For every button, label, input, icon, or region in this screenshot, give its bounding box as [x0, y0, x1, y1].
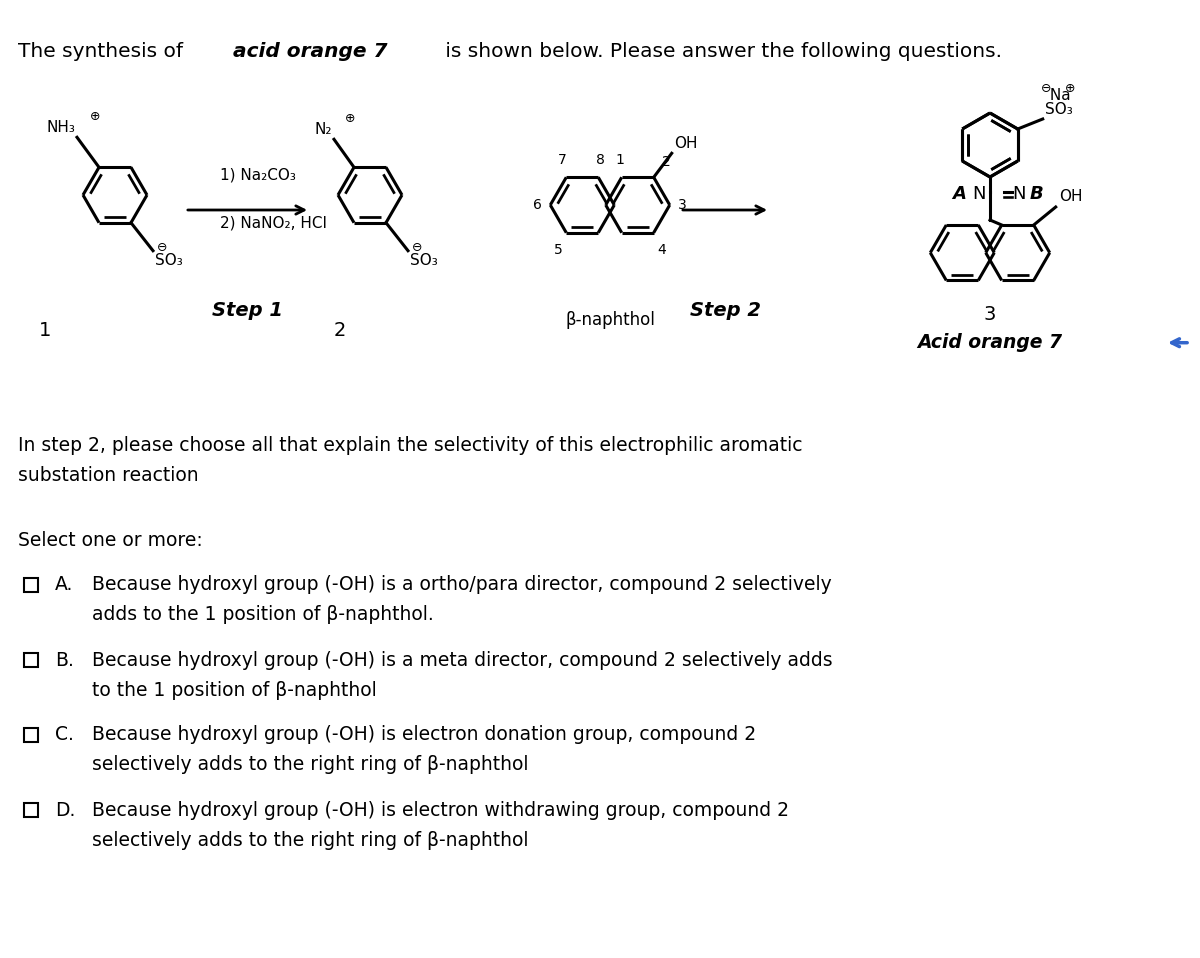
Text: Step 1: Step 1	[212, 301, 283, 320]
Text: substation reaction: substation reaction	[18, 466, 199, 485]
FancyBboxPatch shape	[24, 653, 38, 667]
Text: 7: 7	[558, 153, 566, 168]
Text: SO₃: SO₃	[1045, 102, 1073, 117]
Text: SO₃: SO₃	[410, 253, 438, 267]
Text: Because hydroxyl group (-OH) is electron donation group, compound 2: Because hydroxyl group (-OH) is electron…	[92, 725, 756, 744]
Text: The synthesis of: The synthesis of	[18, 42, 190, 61]
Text: is shown below. Please answer the following questions.: is shown below. Please answer the follow…	[439, 42, 1002, 61]
Text: selectively adds to the right ring of β-naphthol: selectively adds to the right ring of β-…	[92, 756, 528, 774]
Text: ⊕: ⊕	[344, 112, 355, 125]
Text: N: N	[972, 185, 985, 203]
Text: Because hydroxyl group (-OH) is a ortho/para director, compound 2 selectively: Because hydroxyl group (-OH) is a ortho/…	[92, 576, 832, 595]
Text: Select one or more:: Select one or more:	[18, 531, 203, 550]
Text: selectively adds to the right ring of β-naphthol: selectively adds to the right ring of β-…	[92, 831, 528, 850]
Text: SO₃: SO₃	[155, 253, 182, 267]
Text: 3: 3	[678, 198, 686, 212]
Text: A: A	[952, 185, 966, 203]
FancyBboxPatch shape	[24, 803, 38, 817]
Text: OH: OH	[1058, 189, 1082, 204]
Text: ⊖: ⊖	[412, 240, 422, 254]
Text: 1: 1	[616, 153, 624, 168]
Text: Because hydroxyl group (-OH) is a meta director, compound 2 selectively adds: Because hydroxyl group (-OH) is a meta d…	[92, 650, 833, 670]
Text: 8: 8	[596, 153, 605, 168]
FancyBboxPatch shape	[24, 728, 38, 742]
Text: 1: 1	[38, 321, 52, 339]
Text: ⊖: ⊖	[157, 240, 168, 254]
Text: β-naphthol: β-naphthol	[565, 311, 655, 329]
Text: In step 2, please choose all that explain the selectivity of this electrophilic : In step 2, please choose all that explai…	[18, 436, 803, 454]
FancyBboxPatch shape	[24, 578, 38, 592]
Text: Because hydroxyl group (-OH) is electron withdrawing group, compound 2: Because hydroxyl group (-OH) is electron…	[92, 801, 790, 819]
Text: B: B	[1030, 185, 1044, 203]
Text: Step 2: Step 2	[690, 301, 761, 320]
Text: C.: C.	[55, 725, 74, 744]
Text: D.: D.	[55, 801, 76, 819]
Text: 2) NaNO₂, HCI: 2) NaNO₂, HCI	[220, 215, 326, 230]
Text: acid orange 7: acid orange 7	[233, 42, 388, 61]
Text: 5: 5	[553, 242, 563, 257]
Text: adds to the 1 position of β-naphthol.: adds to the 1 position of β-naphthol.	[92, 605, 433, 625]
Text: NH₃: NH₃	[46, 121, 74, 135]
Text: N₂: N₂	[314, 123, 332, 137]
Text: ⊕: ⊕	[1064, 82, 1075, 95]
Text: ⊖: ⊖	[1040, 82, 1051, 95]
Text: N: N	[1012, 185, 1026, 203]
Text: Acid orange 7: Acid orange 7	[918, 333, 1062, 353]
Text: B.: B.	[55, 650, 74, 670]
Text: ⊕: ⊕	[90, 110, 101, 124]
Text: A.: A.	[55, 576, 73, 595]
Text: 4: 4	[658, 242, 666, 257]
Text: to the 1 position of β-naphthol: to the 1 position of β-naphthol	[92, 680, 377, 699]
Text: OH: OH	[673, 136, 697, 151]
Text: 3: 3	[984, 306, 996, 324]
Text: 1) Na₂CO₃: 1) Na₂CO₃	[220, 168, 296, 183]
Text: 2: 2	[661, 155, 671, 170]
Text: Na: Na	[1045, 88, 1070, 103]
Text: 6: 6	[534, 198, 542, 212]
Text: 2: 2	[334, 321, 346, 339]
